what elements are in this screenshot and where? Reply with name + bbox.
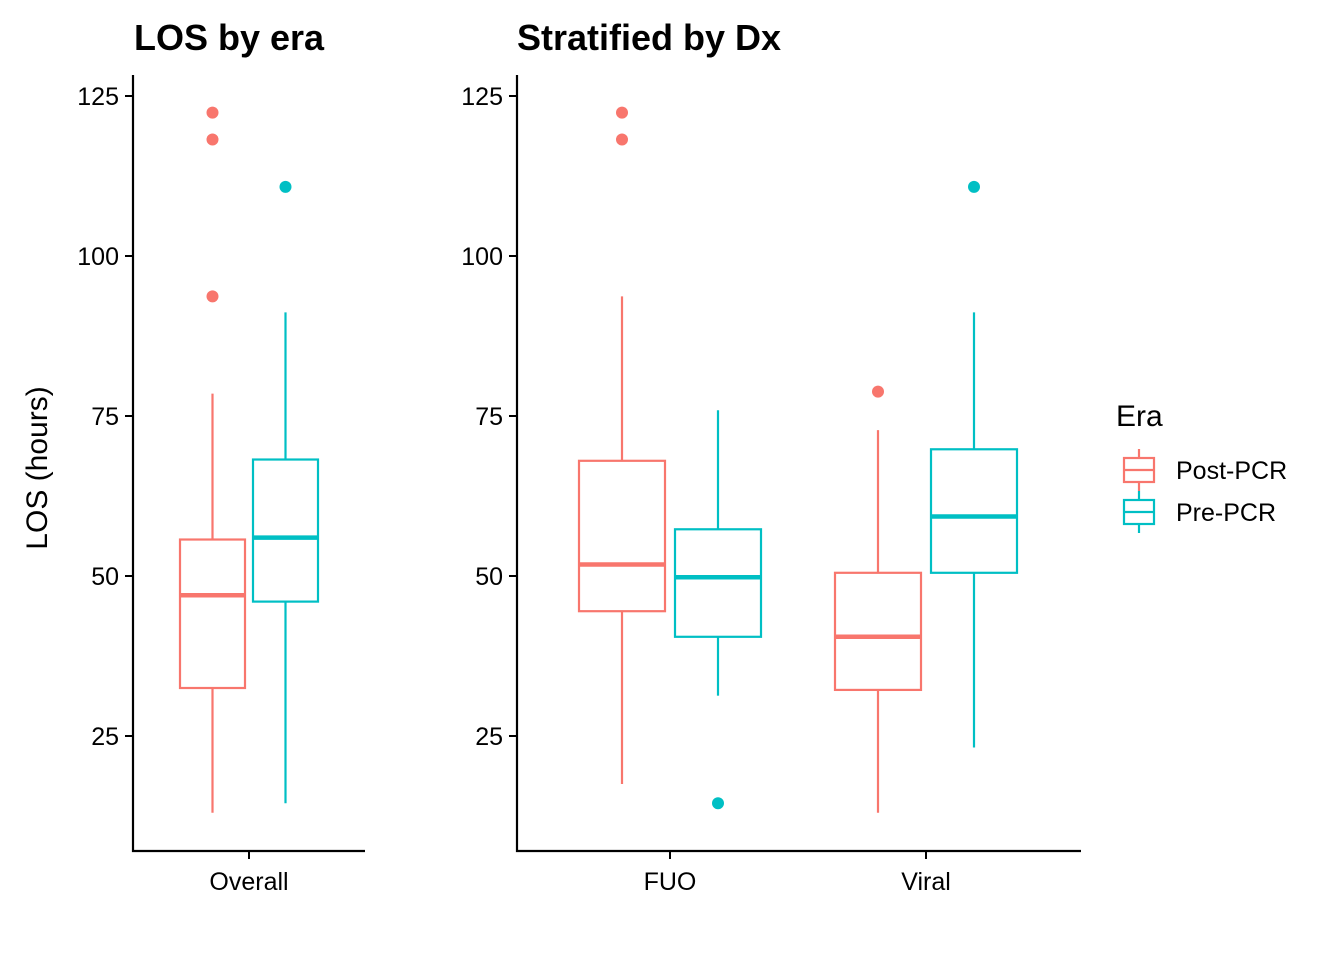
legend-label: Pre-PCR xyxy=(1176,499,1276,527)
boxplot-fuo-post xyxy=(577,106,667,784)
iqr-box xyxy=(178,538,247,690)
y-axis-ticks: 25 50 75 100 125 xyxy=(461,83,517,751)
panel-title: Stratified by Dx xyxy=(517,17,781,58)
outlier-point xyxy=(206,133,219,146)
boxplot-viral-post xyxy=(833,385,923,813)
boxplot-fuo-pre xyxy=(673,410,763,810)
y-axis-ticks: 25 50 75 100 125 xyxy=(77,83,133,751)
outlier-point xyxy=(616,106,628,119)
panel-stratified-by-dx: Stratified by Dx 25 50 75 100 125 FUO Viral xyxy=(461,17,1081,896)
y-tick-label: 25 xyxy=(475,723,503,751)
legend-label: Post-PCR xyxy=(1176,457,1287,485)
iqr-box xyxy=(577,459,667,613)
iqr-box xyxy=(929,448,1019,574)
boxplot-groups xyxy=(577,106,1019,813)
y-tick-label: 125 xyxy=(461,83,503,111)
legend-title: Era xyxy=(1116,400,1163,433)
y-tick-label: 100 xyxy=(461,243,503,271)
boxplot-groups xyxy=(178,106,320,813)
axis-lines xyxy=(515,75,1081,853)
panel-los-by-era: LOS by era LOS (hours) 25 50 75 100 125 Over… xyxy=(21,17,365,896)
legend-items: Post-PCR Pre-PCR xyxy=(1122,449,1287,533)
y-tick-label: 50 xyxy=(91,563,119,591)
outlier-point xyxy=(206,290,219,303)
outlier-point xyxy=(206,106,219,119)
y-axis-label: LOS (hours) xyxy=(21,386,54,549)
y-tick-label: 25 xyxy=(91,723,119,751)
outlier-point xyxy=(968,180,980,193)
iqr-box xyxy=(673,528,763,638)
y-tick-label: 125 xyxy=(77,83,119,111)
axis-lines xyxy=(131,75,365,853)
boxplot-overall-pre xyxy=(251,180,320,804)
boxplot-viral-pre xyxy=(929,180,1019,748)
x-tick-label: Overall xyxy=(209,868,288,896)
legend-item-post: Post-PCR xyxy=(1122,449,1287,491)
y-tick-label: 50 xyxy=(475,563,503,591)
x-tick-label: FUO xyxy=(644,868,697,896)
boxplot-overall-post xyxy=(178,106,247,813)
x-tick-label: Viral xyxy=(901,868,951,896)
outlier-point xyxy=(616,133,628,146)
y-tick-label: 75 xyxy=(91,403,119,431)
x-axis-ticks: Overall xyxy=(209,851,289,896)
outlier-point xyxy=(872,385,884,398)
iqr-box xyxy=(251,458,320,603)
iqr-box xyxy=(833,571,923,692)
outlier-point xyxy=(279,180,292,193)
y-tick-label: 75 xyxy=(475,403,503,431)
legend-item-pre: Pre-PCR xyxy=(1122,491,1276,533)
y-tick-label: 100 xyxy=(77,243,119,271)
x-axis-ticks: FUO Viral xyxy=(644,851,951,896)
outlier-point xyxy=(712,797,724,810)
legend: Era Post-PCR Pre-PCR xyxy=(1116,400,1287,533)
panel-title: LOS by era xyxy=(134,17,325,58)
